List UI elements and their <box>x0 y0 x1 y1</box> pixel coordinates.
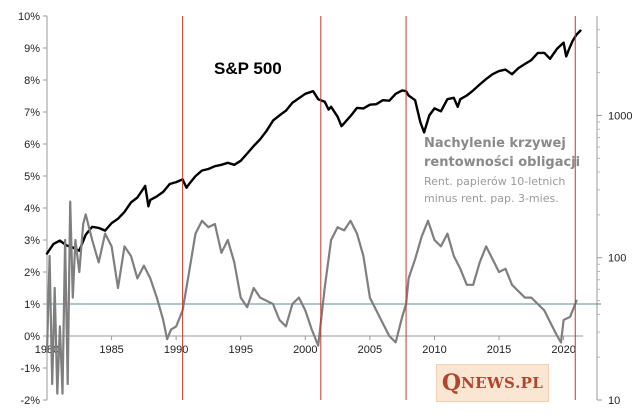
series-group <box>45 29 582 395</box>
x-tick-label: 2005 <box>358 344 382 356</box>
left-tick-label: 6% <box>24 139 40 151</box>
left-tick-label: 2% <box>24 267 40 279</box>
left-tick-label: 3% <box>24 235 40 247</box>
x-tick-label: 2010 <box>422 344 446 356</box>
right-axis: 10 100 1000 <box>596 16 632 407</box>
chart-title: S&P 500 <box>214 59 282 78</box>
left-tick-label: 4% <box>24 203 40 215</box>
logo-news: NEWS <box>461 374 516 392</box>
left-tick-label: 1% <box>24 299 40 311</box>
right-tick-label: 10 <box>608 395 620 407</box>
left-tick-label: 10% <box>18 11 40 23</box>
x-tick-label: 2015 <box>487 344 511 356</box>
left-tick-label: 5% <box>24 171 40 183</box>
annotation-heading-line1: Nachylenie krzywej <box>424 136 566 151</box>
left-tick-label: 0% <box>24 331 40 343</box>
recession-markers <box>182 16 576 400</box>
x-tick-label: 1990 <box>164 344 188 356</box>
sp500-line <box>45 29 582 255</box>
x-tick-label: 1995 <box>228 344 252 356</box>
logo-suffix: .PL <box>515 374 544 392</box>
left-tick-label: 9% <box>24 43 40 55</box>
x-tick-label: 2000 <box>293 344 317 356</box>
x-tick-label: 2020 <box>551 344 575 356</box>
left-tick-label: -2% <box>20 395 40 407</box>
left-tick-label: 7% <box>24 107 40 119</box>
annotation-sub-line1: Rent. papierów 10-letnich <box>424 175 565 188</box>
logo-q: Q <box>441 370 462 396</box>
right-tick-label: 100 <box>608 253 626 265</box>
x-tick-label: 1985 <box>99 344 123 356</box>
yield-spread-line <box>45 200 578 395</box>
annotation-heading-line2: rentowności obligacji <box>424 155 580 170</box>
left-tick-label: 8% <box>24 75 40 87</box>
annotation-sub-line2: minus rent. pap. 3-mies. <box>424 192 559 205</box>
left-tick-label: -1% <box>20 363 40 375</box>
right-tick-label: 1000 <box>608 110 632 122</box>
qnews-logo: Q NEWS .PL <box>436 364 549 402</box>
left-axis: -2% -1% 0% 1% 2% 3% 4% 5% 6% 7% 8% 9% 10% <box>18 11 48 407</box>
